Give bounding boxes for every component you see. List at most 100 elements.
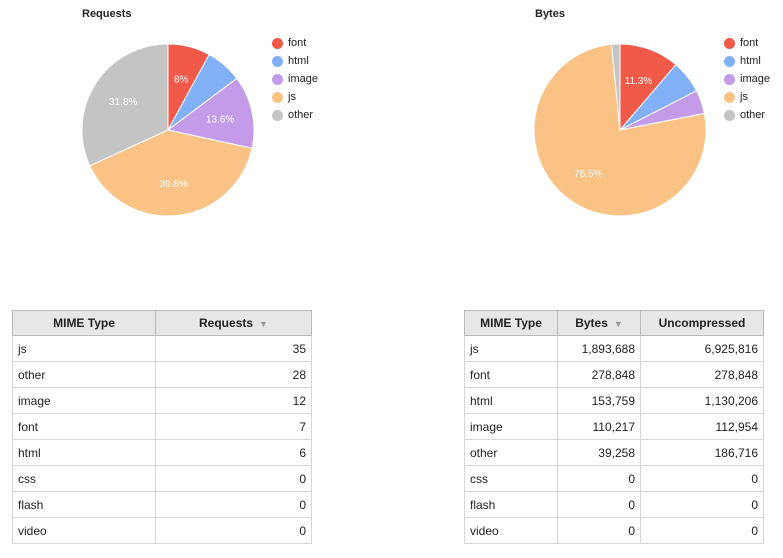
value-cell: 35: [155, 335, 312, 362]
value-cell: 0: [155, 491, 312, 518]
legend-swatch: [272, 37, 283, 49]
mime-type-cell: other: [464, 439, 558, 466]
legend-label: font: [740, 37, 759, 49]
requests-legend: font html image js other: [272, 34, 318, 124]
table-row: other 28: [12, 361, 312, 388]
value-cell: 6: [155, 439, 312, 466]
legend-item: image: [724, 70, 770, 88]
mime-type-cell: flash: [12, 491, 156, 518]
value-cell: 278,848: [640, 361, 764, 388]
legend-item: js: [724, 88, 770, 106]
table-row: image 110,217 112,954: [464, 413, 764, 440]
legend-label: html: [288, 55, 309, 67]
mime-type-cell: css: [464, 465, 558, 492]
legend-swatch: [272, 109, 283, 121]
mime-type-cell: video: [12, 517, 156, 544]
mime-type-cell: js: [464, 335, 558, 362]
pie-slice-js[interactable]: [89, 129, 253, 217]
pie-slice-other[interactable]: [610, 43, 621, 131]
table-row: css 0 0: [464, 465, 764, 492]
value-cell: 112,954: [640, 413, 764, 440]
requests-pie-chart: 8% 13.6% 39.8% 31.8%: [81, 43, 255, 217]
mime-type-header[interactable]: MIME Type: [464, 310, 558, 336]
bytes-legend: font html image js other: [724, 34, 770, 124]
table-row: image 12: [12, 387, 312, 414]
sort-desc-icon: ▼: [613, 319, 623, 329]
value-cell: 12: [155, 387, 312, 414]
table-row: flash 0 0: [464, 491, 764, 518]
legend-swatch: [272, 91, 283, 103]
mime-type-cell: image: [12, 387, 156, 414]
value-cell: 1,893,688: [557, 335, 641, 362]
table-row: video 0: [12, 517, 312, 544]
value-cell: 278,848: [557, 361, 641, 388]
value-cell: 0: [557, 465, 641, 492]
legend-item: js: [272, 88, 318, 106]
table-row: html 153,759 1,130,206: [464, 387, 764, 414]
bytes-table: MIME Type Bytes ▼ Uncompressed js 1,893,68…: [464, 310, 764, 544]
legend-swatch: [724, 91, 735, 103]
legend-label: js: [740, 91, 748, 103]
value-cell: 110,217: [557, 413, 641, 440]
legend-label: html: [740, 55, 761, 67]
mime-type-cell: flash: [464, 491, 558, 518]
pie-slice-label: 39.8%: [160, 179, 188, 190]
bytes-header[interactable]: Bytes ▼: [557, 310, 641, 336]
legend-item: html: [724, 52, 770, 70]
mime-type-cell: js: [12, 335, 156, 362]
value-cell: 0: [640, 491, 764, 518]
pie-slice-label: 11.3%: [625, 76, 653, 87]
mime-type-cell: font: [464, 361, 558, 388]
uncompressed-header[interactable]: Uncompressed: [640, 310, 764, 336]
pie-slice-label: 13.6%: [206, 115, 234, 126]
mime-type-cell: image: [464, 413, 558, 440]
mime-type-cell: css: [12, 465, 156, 492]
legend-item: other: [272, 106, 318, 124]
pie-slice-other[interactable]: [81, 43, 169, 167]
table-row: html 6: [12, 439, 312, 466]
value-cell: 39,258: [557, 439, 641, 466]
pie-slice-image[interactable]: [166, 77, 255, 149]
value-cell: 7: [155, 413, 312, 440]
legend-item: font: [272, 34, 318, 52]
value-cell: 0: [557, 517, 641, 544]
requests-chart-title: Requests: [82, 8, 132, 20]
bytes-pie-chart: 11.3% 76.5%: [533, 43, 707, 217]
table-row: other 39,258 186,716: [464, 439, 764, 466]
legend-item: font: [724, 34, 770, 52]
value-cell: 6,925,816: [640, 335, 764, 362]
table-row: font 7: [12, 413, 312, 440]
bytes-chart-title: Bytes: [535, 8, 565, 20]
value-cell: 28: [155, 361, 312, 388]
mime-type-cell: html: [464, 387, 558, 414]
legend-swatch: [724, 73, 735, 85]
table-row: js 1,893,688 6,925,816: [464, 335, 764, 362]
legend-label: other: [288, 109, 314, 121]
pie-slice-js[interactable]: [533, 43, 707, 217]
mime-type-cell: html: [12, 439, 156, 466]
value-cell: 0: [640, 517, 764, 544]
table-row: font 278,848 278,848: [464, 361, 764, 388]
legend-item: other: [724, 106, 770, 124]
pie-slice-label: 8%: [174, 74, 189, 85]
legend-swatch: [272, 73, 283, 85]
legend-label: font: [288, 37, 307, 49]
legend-label: js: [288, 91, 296, 103]
requests-header[interactable]: Requests ▼: [155, 310, 312, 336]
legend-swatch: [724, 109, 735, 121]
value-cell: 1,130,206: [640, 387, 764, 414]
legend-swatch: [724, 37, 735, 49]
legend-swatch: [272, 55, 283, 67]
legend-label: image: [740, 73, 770, 85]
legend-item: image: [272, 70, 318, 88]
value-cell: 0: [640, 465, 764, 492]
requests-table: MIME Type Requests ▼ js 35 other 28 image 12 fo…: [12, 310, 312, 544]
mime-type-header[interactable]: MIME Type: [12, 310, 156, 336]
mime-type-cell: font: [12, 413, 156, 440]
value-cell: 0: [155, 517, 312, 544]
legend-swatch: [724, 55, 735, 67]
value-cell: 153,759: [557, 387, 641, 414]
value-cell: 0: [155, 465, 312, 492]
pie-slice-label: 31.8%: [109, 97, 137, 108]
table-row: video 0 0: [464, 517, 764, 544]
